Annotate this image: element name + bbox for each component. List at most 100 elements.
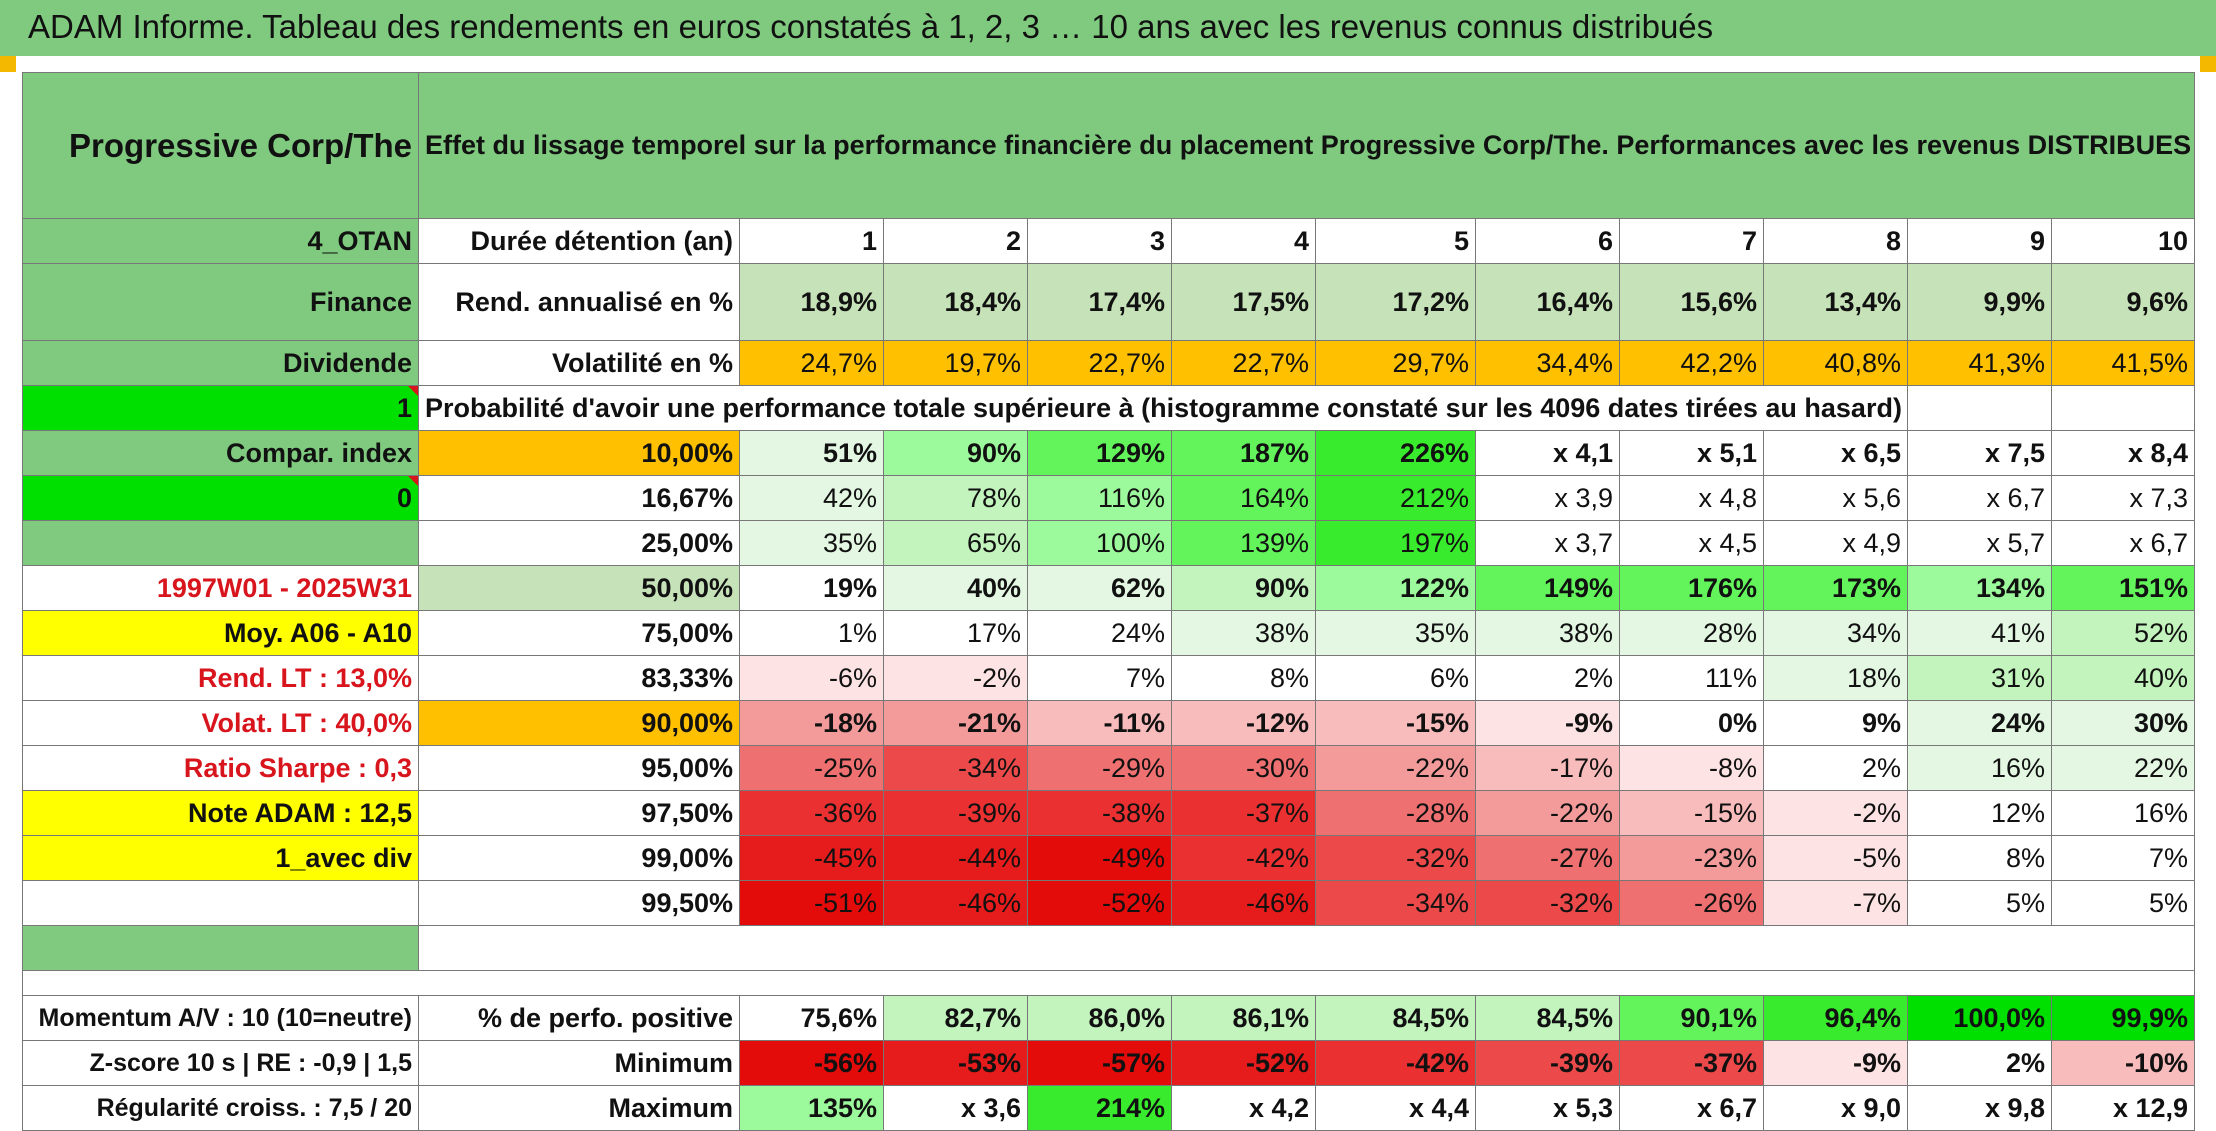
prob-value: 2% <box>1763 745 1908 791</box>
prob-value: -22% <box>1315 745 1476 791</box>
prob-value: x 7,3 <box>2050 475 2196 521</box>
spacer-row <box>22 925 2196 971</box>
rend-lt-label: Rend. LT : 13,0% <box>22 655 419 701</box>
prob-value: 116% <box>1027 475 1172 521</box>
volat-value: 34,4% <box>1475 340 1620 386</box>
prob-caption: Probabilité d'avoir une performance tota… <box>418 385 1908 431</box>
prob-value: -26% <box>1619 880 1764 926</box>
max-value: x 9,8 <box>1907 1085 2052 1131</box>
max-value: 135% <box>739 1085 884 1131</box>
min-value: -42% <box>1315 1040 1476 1086</box>
blank-label <box>22 520 419 566</box>
prob-value: 5% <box>1907 880 2052 926</box>
row-label-pos: % de perfo. positive <box>418 995 740 1041</box>
prob-row: Moy. A06 - A10 75,00% 1% 17% 24% 38% 35% 38% 28%… <box>22 610 2196 656</box>
volat-row: Dividende Volatilité en % 24,7% 19,7% 22,7% 2… <box>22 340 2196 386</box>
pos-value: 82,7% <box>883 995 1028 1041</box>
volat-value: 22,7% <box>1171 340 1316 386</box>
regularite-label: Régularité croiss. : 7,5 / 20 <box>22 1085 419 1131</box>
pos-value: 86,1% <box>1171 995 1316 1041</box>
prob-value: -23% <box>1619 835 1764 881</box>
rend-value: 9,6% <box>2050 263 2196 341</box>
rend-value: 17,2% <box>1315 263 1476 341</box>
prob-value: 9% <box>1763 700 1908 746</box>
rend-value: 15,6% <box>1619 263 1764 341</box>
prob-value: 164% <box>1171 475 1316 521</box>
min-value: -53% <box>883 1040 1028 1086</box>
prob-value: 8% <box>1171 655 1316 701</box>
prob-value: -49% <box>1027 835 1172 881</box>
prob-value: -34% <box>883 745 1028 791</box>
probability-threshold: 25,00% <box>418 520 740 566</box>
prob-value: -5% <box>1763 835 1908 881</box>
period-label: 1997W01 - 2025W31 <box>22 565 419 611</box>
gap-cell <box>21 970 2196 996</box>
volat-value: 24,7% <box>739 340 884 386</box>
pos-value: 100,0% <box>1907 995 2052 1041</box>
prob-value: 149% <box>1475 565 1620 611</box>
prob-value: -32% <box>1475 880 1620 926</box>
min-value: -52% <box>1171 1040 1316 1086</box>
years-row: 4_OTAN Durée détention (an) 1 2 3 4 5 6 7 8 9 10 <box>22 218 2196 264</box>
volat-value: 19,7% <box>883 340 1028 386</box>
volat-lt-label: Volat. LT : 40,0% <box>22 700 419 746</box>
pos-value: 84,5% <box>1315 995 1476 1041</box>
probability-threshold: 83,33% <box>418 655 740 701</box>
rend-value: 16,4% <box>1475 263 1620 341</box>
momentum-label: Momentum A/V : 10 (10=neutre) <box>22 995 419 1041</box>
max-value: x 3,6 <box>883 1085 1028 1131</box>
prob-value: -9% <box>1475 700 1620 746</box>
prob-value: x 6,5 <box>1763 430 1908 476</box>
prob-value: x 4,5 <box>1619 520 1764 566</box>
prob-value: -51% <box>739 880 884 926</box>
flag-one: 1 <box>22 385 419 431</box>
prob-value: x 7,5 <box>1907 430 2052 476</box>
prob-value: -38% <box>1027 790 1172 836</box>
header-description: Effet du lissage temporel sur la perform… <box>417 72 2196 219</box>
prob-value: -6% <box>739 655 884 701</box>
prob-value: 41% <box>1907 610 2052 656</box>
year-header: 5 <box>1315 218 1476 264</box>
gap-row <box>21 970 2196 996</box>
prob-value: 8% <box>1907 835 2052 881</box>
performance-table: Progressive Corp/The Effet du lissage tem… <box>21 72 2196 1131</box>
probability-threshold: 99,50% <box>418 880 740 926</box>
prob-value: 30% <box>2050 700 2196 746</box>
prob-value: x 3,9 <box>1475 475 1620 521</box>
compar-index-label: Compar. index <box>22 430 419 476</box>
prob-value: 42% <box>739 475 884 521</box>
year-header: 1 <box>739 218 884 264</box>
prob-value: -44% <box>883 835 1028 881</box>
spacer-cell <box>417 925 2196 971</box>
prob-row: Ratio Sharpe : 0,3 95,00% -25% -34% -29% -30%… <box>22 745 2196 791</box>
min-row: Z-score 10 s | RE : -0,9 | 1,5 Minimum -56… <box>22 1040 2196 1086</box>
prob-value: -46% <box>1171 880 1316 926</box>
volat-value: 42,2% <box>1619 340 1764 386</box>
prob-value: 35% <box>1315 610 1476 656</box>
prob-value: 35% <box>739 520 884 566</box>
prob-value: 51% <box>739 430 884 476</box>
prob-value: -8% <box>1619 745 1764 791</box>
min-value: -57% <box>1027 1040 1172 1086</box>
prob-value: -36% <box>739 790 884 836</box>
prob-value: 12% <box>1907 790 2052 836</box>
rend-value: 17,5% <box>1171 263 1316 341</box>
volat-value: 40,8% <box>1763 340 1908 386</box>
prob-value: -34% <box>1315 880 1476 926</box>
max-value: x 12,9 <box>2050 1085 2196 1131</box>
prob-caption-row: 1 Probabilité d'avoir une performance tot… <box>22 385 2196 431</box>
moyenne-label: Moy. A06 - A10 <box>22 610 419 656</box>
prob-value: x 8,4 <box>2050 430 2196 476</box>
title-bar: ADAM Informe. Tableau des rendements en … <box>0 0 2216 56</box>
prob-value: -30% <box>1171 745 1316 791</box>
prob-value: -39% <box>883 790 1028 836</box>
prob-value: -2% <box>883 655 1028 701</box>
pos-row: Momentum A/V : 10 (10=neutre)% de perfo.… <box>22 995 2196 1041</box>
prob-value: -45% <box>739 835 884 881</box>
prob-value: 11% <box>1619 655 1764 701</box>
volat-value: 22,7% <box>1027 340 1172 386</box>
prob-row: 1997W01 - 2025W31 50,00% 19% 40% 62% 90% 122% 1… <box>22 565 2196 611</box>
rend-row: Finance Rend. annualisé en % 18,9% 18,4% 17,… <box>22 263 2196 341</box>
row-label-duree: Durée détention (an) <box>418 218 740 264</box>
header-row: Progressive Corp/The Effet du lissage tem… <box>22 72 2196 219</box>
